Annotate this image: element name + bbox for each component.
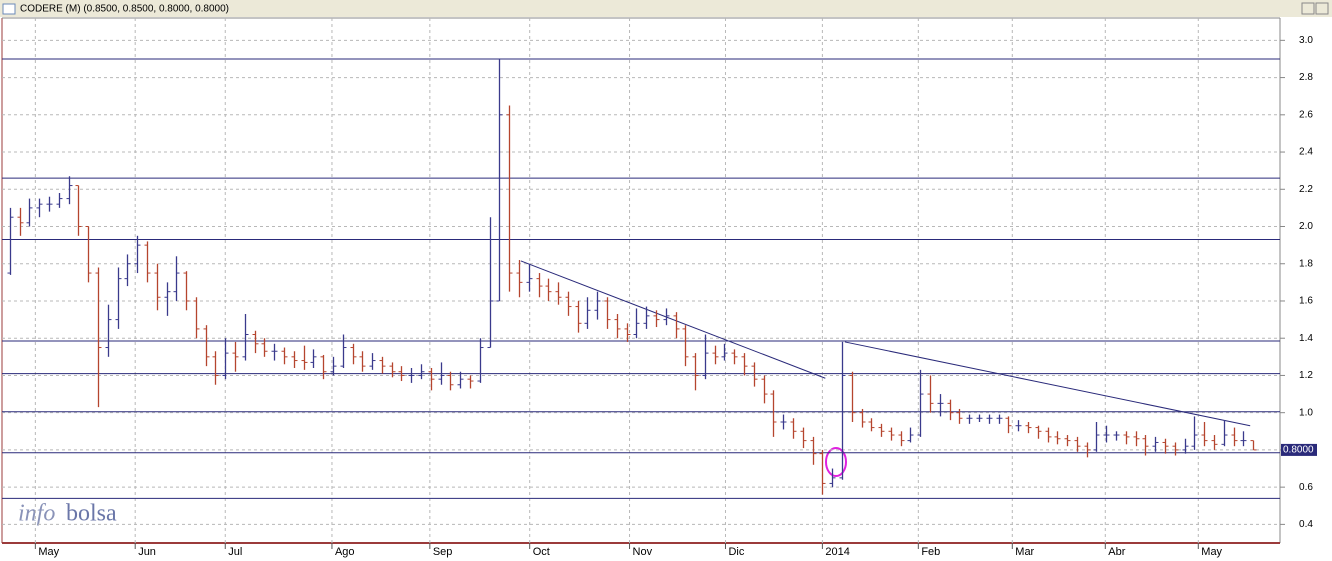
highlight-circle [825,447,847,477]
restore-button[interactable] [1301,2,1315,15]
last-price-box [1281,443,1317,456]
y-tick-label: 1.0 [1299,407,1313,418]
x-tick-label: Abr [1108,546,1125,558]
y-axis-panel [1280,18,1332,561]
trend-line [844,341,1251,427]
window-title: CODERE (M) (0.8500, 0.8500, 0.8000, 0.80… [20,4,229,15]
last-price-label: 0.8000 [1283,445,1314,456]
close-button[interactable] [1315,2,1329,15]
x-tick-label: 2014 [825,546,849,558]
logo-info: info [18,501,55,527]
x-tick-label: Feb [921,546,940,558]
y-tick-label: 1.4 [1299,333,1313,344]
y-tick-label: 1.8 [1299,258,1313,269]
x-tick-label: Dic [728,546,744,558]
x-tick-label: Oct [533,546,550,558]
y-tick-label: 2.8 [1299,72,1313,83]
y-tick-label: 0.6 [1299,482,1313,493]
x-tick-label: Sep [433,546,453,558]
y-tick-label: 0.4 [1299,519,1313,530]
x-tick-label: Ago [335,546,355,558]
x-tick-label: Mar [1015,546,1034,558]
x-tick-label: Nov [633,546,653,558]
x-tick-label: Jun [138,546,156,558]
x-tick-label: May [38,546,59,558]
logo-bolsa: bolsa [66,501,117,527]
y-tick-label: 2.4 [1299,147,1313,158]
y-tick-label: 2.0 [1299,221,1313,232]
title-bar [0,0,1332,17]
y-tick-label: 3.0 [1299,35,1313,46]
y-tick-label: 1.6 [1299,296,1313,307]
y-tick-label: 2.2 [1299,184,1313,195]
trend-line [520,260,826,379]
y-tick-label: 1.2 [1299,370,1313,381]
window-icon [2,3,16,15]
y-tick-label: 2.6 [1299,109,1313,120]
x-tick-label: May [1201,546,1222,558]
x-tick-label: Jul [228,546,242,558]
